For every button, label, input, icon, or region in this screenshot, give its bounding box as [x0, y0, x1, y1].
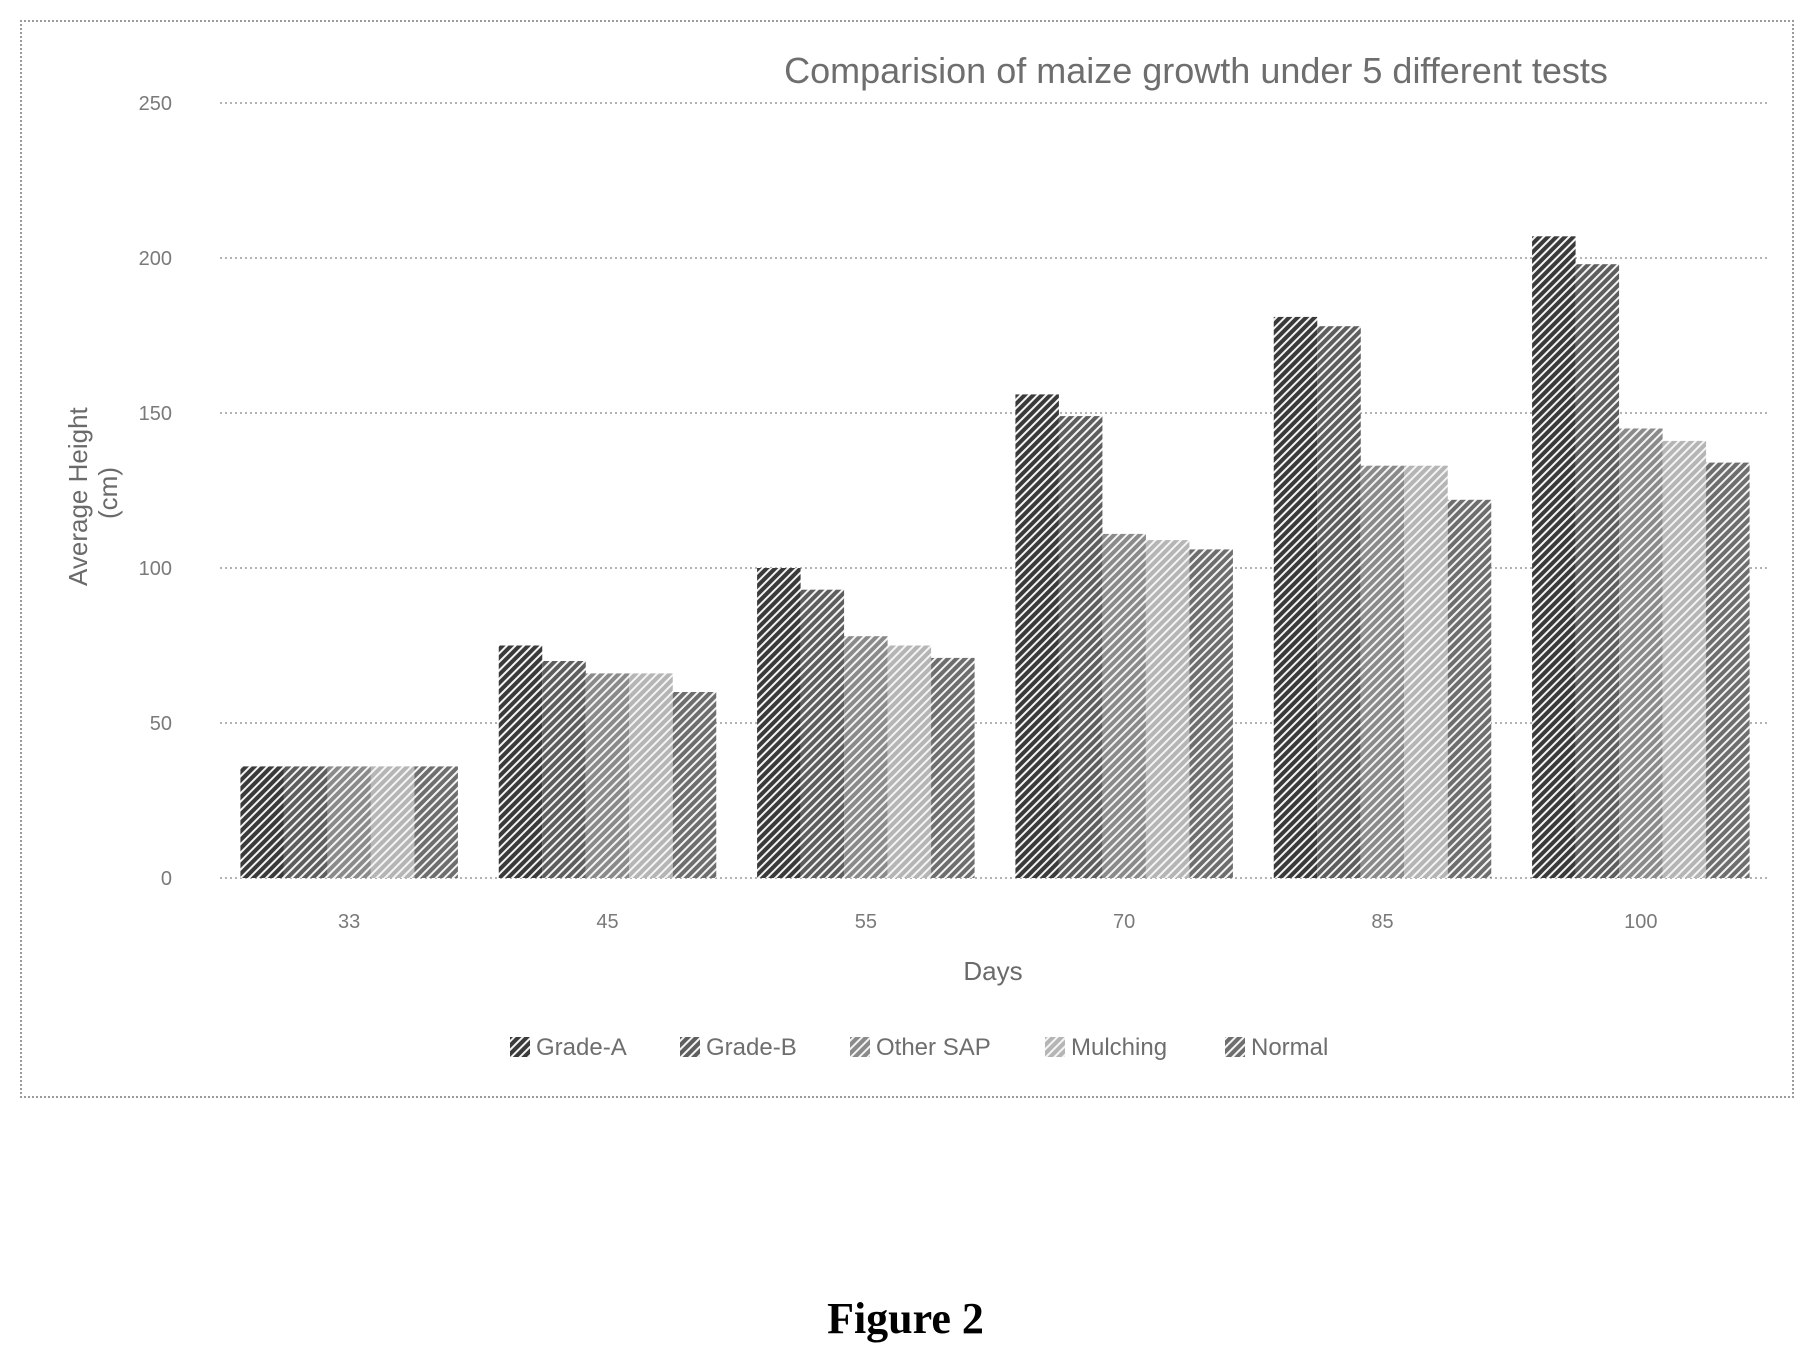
y-tick-label: 0: [161, 868, 172, 890]
bar-grade-a-45: [498, 645, 543, 878]
y-tick-label: 50: [150, 713, 172, 735]
legend-label-mulching: Mulching: [1071, 1034, 1167, 1061]
legend-swatch-other-sap: [850, 1037, 870, 1057]
bars: [240, 236, 1750, 879]
bar-grade-a-70: [1015, 394, 1059, 878]
bar-mulching-45: [629, 673, 673, 878]
bar-grade-b-100: [1575, 264, 1620, 878]
legend-swatch-mulching: [1045, 1037, 1065, 1057]
bar-normal-55: [931, 657, 975, 878]
bar-grade-b-70: [1058, 416, 1103, 878]
bar-normal-33: [414, 766, 458, 878]
y-axis-title: Average Height (cm): [63, 400, 123, 586]
x-tick-label: 85: [1371, 911, 1393, 933]
x-tick-label: 100: [1624, 911, 1657, 933]
bar-grade-a-33: [240, 766, 284, 878]
y-tick-label: 100: [139, 558, 172, 580]
y-axis-title-line-2: (cm): [93, 467, 123, 519]
chart: Comparision of maize growth under 5 diff…: [63, 50, 1770, 1061]
chart-frame: [20, 20, 1794, 1098]
bar-mulching-55: [887, 645, 932, 878]
legend-label-other-sap: Other SAP: [876, 1034, 991, 1061]
y-axis-title-line-1: Average Height: [63, 406, 93, 586]
bar-other-sap-70: [1102, 533, 1146, 878]
bar-normal-45: [672, 692, 717, 878]
x-tick-label: 33: [338, 911, 360, 933]
bar-other-sap-55: [844, 636, 888, 878]
bar-other-sap-85: [1360, 465, 1405, 878]
legend: Grade-A Grade-B Other SAP Mulching Normal: [510, 1034, 1328, 1061]
x-tick-label: 45: [596, 911, 618, 933]
figure-caption: Figure 2: [827, 1294, 984, 1343]
bar-normal-70: [1189, 549, 1233, 878]
x-tick-label: 70: [1113, 911, 1135, 933]
bar-mulching-100: [1662, 440, 1707, 878]
bar-mulching-33: [370, 766, 415, 878]
legend-swatch-grade-b: [680, 1037, 700, 1057]
x-axis-title: Days: [963, 956, 1022, 986]
bar-grade-a-100: [1532, 236, 1576, 879]
bar-normal-85: [1447, 499, 1492, 878]
bar-normal-100: [1706, 462, 1750, 878]
bar-grade-a-55: [757, 568, 801, 878]
bar-other-sap-100: [1619, 428, 1663, 878]
bar-grade-b-55: [800, 589, 845, 878]
legend-label-grade-b: Grade-B: [706, 1034, 797, 1061]
x-axis-ticks: 33 45 55 70 85 100: [338, 911, 1657, 933]
y-tick-label: 250: [139, 93, 172, 115]
y-tick-label: 200: [139, 248, 172, 270]
legend-label-grade-a: Grade-A: [536, 1034, 627, 1061]
y-tick-label: 150: [139, 403, 172, 425]
bar-mulching-85: [1404, 465, 1448, 878]
legend-label-normal: Normal: [1251, 1034, 1328, 1061]
bar-other-sap-33: [327, 766, 371, 878]
y-axis-ticks: 0 50 100 150 200 250: [139, 93, 172, 890]
bar-grade-b-85: [1317, 326, 1361, 878]
bar-grade-b-45: [542, 661, 586, 878]
chart-title: Comparision of maize growth under 5 diff…: [784, 50, 1608, 91]
gridlines: [220, 102, 1770, 879]
bar-other-sap-45: [585, 673, 630, 878]
legend-swatch-normal: [1225, 1037, 1245, 1057]
bar-mulching-70: [1145, 540, 1190, 878]
x-tick-label: 55: [855, 911, 877, 933]
bar-grade-a-85: [1273, 316, 1318, 878]
bar-grade-b-33: [283, 766, 328, 878]
legend-swatch-grade-a: [510, 1037, 530, 1057]
